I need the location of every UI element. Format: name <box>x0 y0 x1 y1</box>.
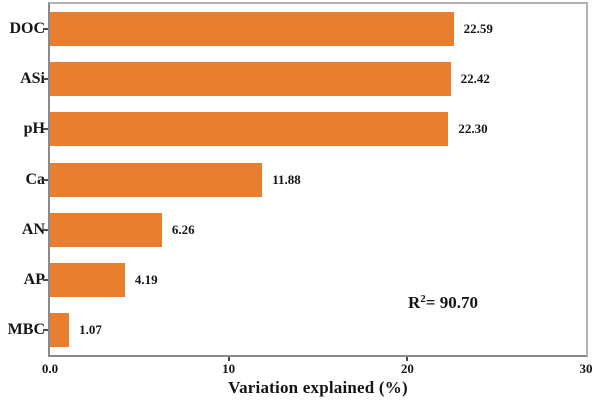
bar-MBC <box>50 312 70 347</box>
category-label-AP: AP <box>23 270 45 288</box>
bar-ASi <box>50 62 451 97</box>
x-axis-tick <box>227 357 230 361</box>
r2-superscript: 2 <box>420 293 426 305</box>
r2-value: = 90.70 <box>425 293 478 312</box>
bar-DOC <box>50 12 454 47</box>
category-tick <box>43 28 48 31</box>
r2-base: R <box>408 293 421 312</box>
x-tick-label: 0.0 <box>41 361 59 376</box>
x-tick-label: 10 <box>222 361 236 376</box>
category-tick <box>43 278 48 281</box>
x-tick-label: 20 <box>400 361 414 376</box>
x-tick-label: 30 <box>579 361 593 376</box>
category-label-Ca: Ca <box>25 170 45 188</box>
x-axis-tick <box>406 357 409 361</box>
bar-value-label: 22.30 <box>458 121 488 137</box>
category-tick <box>43 128 48 131</box>
bar-value-label: 1.07 <box>79 321 102 337</box>
category-label-MBC: MBC <box>7 320 45 338</box>
category-label-ASi: ASi <box>20 70 45 88</box>
category-tick <box>43 228 48 231</box>
category-tick <box>43 328 48 331</box>
bar-pH <box>50 112 449 147</box>
category-label-DOC: DOC <box>9 20 45 38</box>
bar-value-label: 4.19 <box>134 271 158 287</box>
bar-value-label: 6.26 <box>171 221 195 237</box>
category-tick <box>43 178 48 181</box>
x-axis-title: Variation explained (%) <box>228 378 408 397</box>
bar-value-label: 22.42 <box>460 71 490 87</box>
category-tick <box>43 78 48 81</box>
bar-AP <box>50 262 125 297</box>
bar-value-label: 22.59 <box>463 21 493 37</box>
plot-area: 22.59 22.42 22.30 11.88 6.26 4.19 1.07 <box>48 2 588 357</box>
bar-value-label: 11.88 <box>272 171 301 187</box>
category-label-pH: pH <box>23 120 45 138</box>
category-label-AN: AN <box>21 220 45 238</box>
bar-AN <box>50 212 162 247</box>
bar-Ca <box>50 162 263 197</box>
r-squared-annotation: R2= 90.70 <box>408 293 478 313</box>
